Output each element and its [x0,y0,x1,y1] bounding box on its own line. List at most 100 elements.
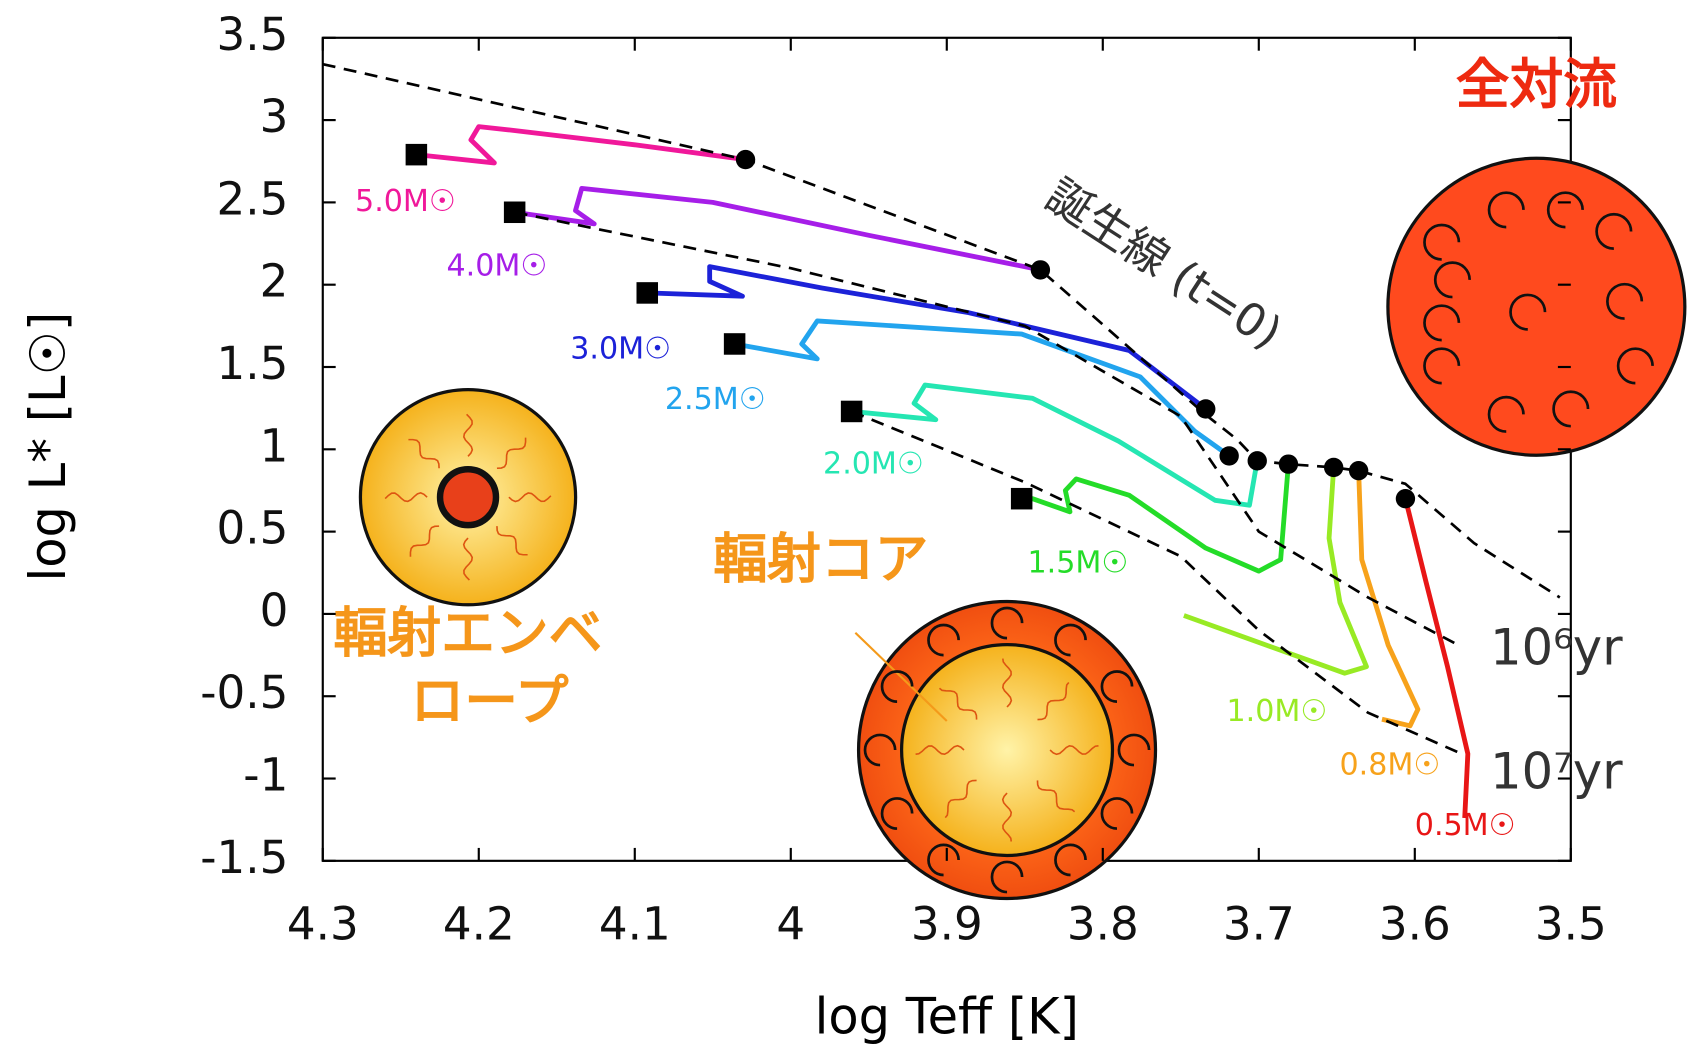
track-end [840,400,863,423]
line-label: 誕生線 (t=0) [1036,168,1291,359]
birth-point [1348,461,1369,481]
convection-swirl [1487,395,1525,433]
convective-core [436,465,500,529]
radiation-wiggle [384,492,428,503]
y-tick-label: -0.5 [200,666,288,719]
track [734,318,1231,458]
track-end [723,333,746,355]
track [1356,470,1421,729]
x-axis-title: log Teff [K] [815,988,1079,1046]
dashed-line [514,210,1463,649]
radiation-wiggle [1001,658,1013,708]
y-tick-label: 1.5 [216,337,288,390]
track [1183,467,1369,676]
y-tick-label: 2 [260,255,289,308]
annotation: 輻射エンベ [334,602,603,665]
convection-swirl [990,606,1024,640]
radiation-wiggle [462,413,474,457]
convection-swirl [1054,623,1087,657]
track [647,264,1208,411]
illustrations [358,156,1687,901]
radiation-wiggle [496,437,527,470]
track-end [405,143,428,166]
annotation: 全対流 [1456,53,1617,116]
dashed-line [322,62,1561,599]
convection-swirl [1509,293,1547,331]
track-end [503,201,526,224]
convection-swirl [1433,261,1472,299]
dashed-line [851,410,1463,756]
y-tick-label: 3 [260,90,289,143]
radiation-wiggle [462,537,474,581]
birth-point [1219,446,1239,466]
radiation-wiggle [1049,744,1099,756]
track-label: 5.0M☉ [355,184,456,219]
birth-point [1395,489,1416,509]
birth-point [1278,454,1299,474]
convection-swirl [1054,843,1087,877]
track-label: 0.5M☉ [1415,808,1516,843]
convection-swirl [1423,304,1461,342]
birth-point [1030,260,1051,280]
radiation-wiggle [1001,792,1013,842]
y-tick-label: 0 [260,584,289,637]
x-tick-label: 4 [776,898,805,951]
x-tick-label: 3.8 [1067,898,1139,951]
convection-swirl [927,623,960,657]
radiation-wiggle [915,744,965,756]
y-tick-label: -1 [243,749,288,802]
convection-swirl [1423,223,1461,261]
x-tick-label: 3.5 [1535,898,1607,951]
y-tick-label: -1.5 [200,831,288,884]
convection-swirl [880,670,914,703]
radiation-wiggle [1037,681,1070,721]
track-end [1010,487,1033,510]
track-label: 1.5M☉ [1027,545,1128,580]
track [1403,498,1471,819]
annotation: 輻射コア [713,527,928,590]
track-label: 2.0M☉ [823,446,924,481]
x-tick-label: 4.1 [599,898,671,951]
track [1021,463,1291,574]
convection-swirl [1546,191,1584,229]
track [514,185,1041,273]
x-tick-label: 3.9 [911,898,983,951]
line-label: 10⁷yr [1490,742,1623,800]
track-label: 4.0M☉ [446,248,547,283]
radiation-wiggle [508,492,552,503]
y-tick-label: 3.5 [216,8,288,61]
pointer [854,631,948,722]
convection-swirl [1487,191,1525,229]
convection-swirl [1606,282,1644,320]
birth-point [1247,451,1267,471]
radiation-wiggle [496,526,528,556]
annotation: ロープ [410,669,568,732]
radiation-wiggle [1036,780,1076,813]
convection-swirl [1117,733,1151,767]
track [416,124,746,166]
x-tick-label: 4.3 [287,898,359,951]
convection-swirl [863,733,897,767]
y-tick-label: 2.5 [216,172,288,225]
line-label: 10⁶yr [1490,619,1623,677]
convection-swirl [990,860,1024,894]
birth-point [1196,399,1216,419]
track-label: 1.0M☉ [1227,694,1328,729]
convection-swirl [1552,390,1590,428]
birth-point [735,149,756,170]
track-end [636,282,659,304]
full-convection-star [1386,156,1687,457]
radiation-wiggle [409,525,440,557]
radiation-wiggle [938,687,978,720]
convection-swirl [1100,670,1134,703]
birth-point [1323,457,1344,478]
radiation-wiggle [408,438,440,469]
y-tick-label: 0.5 [216,502,288,555]
track [851,382,1260,508]
y-tick-label: 1 [260,419,289,472]
track-label: 3.0M☉ [570,331,671,366]
convection-swirl [927,843,960,877]
x-tick-label: 4.2 [443,898,515,951]
